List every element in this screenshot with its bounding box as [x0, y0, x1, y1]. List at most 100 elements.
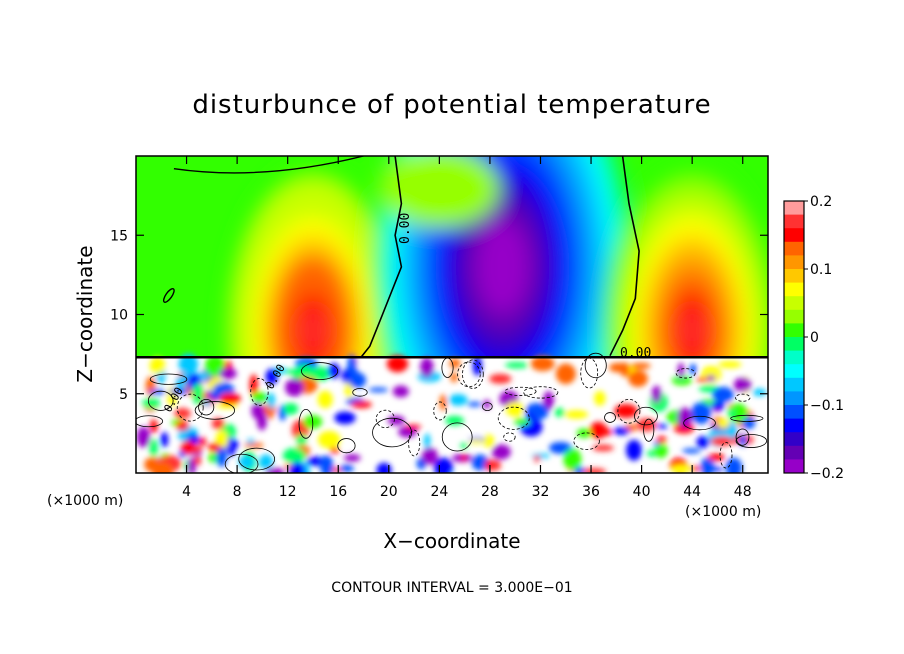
- x-tick-label: 8: [233, 484, 242, 500]
- turbulence-cell: [445, 415, 465, 426]
- turbulence-cell: [421, 447, 438, 465]
- colorbar: 0.2 0.1 0 −0.1 −0.2: [783, 194, 844, 482]
- contour-loop: [176, 393, 204, 422]
- contour-loop: [735, 434, 768, 448]
- turbulence-cell: [251, 392, 269, 403]
- x-tick-label: 40: [633, 484, 651, 500]
- contour-interval-note: CONTOUR INTERVAL = 3.000E−01: [331, 580, 572, 596]
- colorbar-tick-label: −0.2: [810, 466, 844, 482]
- y-axis: 5 10 15: [110, 228, 768, 403]
- turbulence-cell: [708, 453, 725, 462]
- colorbar-swatch: [784, 241, 804, 256]
- contour-loop: [149, 373, 188, 385]
- turbulence-cell: [404, 424, 422, 430]
- x-tick-label: 20: [380, 484, 398, 500]
- colorbar-swatch: [784, 201, 804, 216]
- contour-loop: [675, 368, 696, 379]
- turbulence-cell: [653, 441, 660, 447]
- turbulence-cell: [424, 433, 431, 450]
- turbulence-cell: [504, 362, 529, 369]
- turbulence-cell: [548, 441, 572, 454]
- turbulence-cell: [317, 390, 333, 409]
- turbulence-cell: [218, 368, 237, 380]
- turbulence-cell: [563, 448, 582, 470]
- turbulence-cell: [471, 454, 489, 471]
- turbulence-cell: [738, 434, 747, 447]
- turbulence-cell: [594, 390, 606, 406]
- turbulence-cell: [152, 461, 174, 473]
- turbulence-cell: [533, 455, 541, 462]
- contour-loop: [683, 415, 716, 431]
- colorbar-tick-label: −0.1: [810, 398, 844, 414]
- colorbar-swatch: [784, 309, 804, 324]
- contour-loop: [298, 408, 314, 439]
- turbulence-cell: [282, 369, 302, 375]
- contour-loop: [408, 429, 421, 457]
- turbulence-cell: [742, 416, 756, 430]
- turbulence-cell: [656, 423, 669, 429]
- turbulence-cell: [142, 397, 161, 409]
- x-tick-label: 28: [481, 484, 499, 500]
- turbulence-cell: [448, 394, 468, 406]
- turbulence-cell: [654, 443, 668, 459]
- turbulence-cell: [700, 457, 715, 473]
- contour-loop: [457, 361, 481, 388]
- turbulence-cell: [626, 439, 642, 461]
- contour-loop: [573, 432, 600, 450]
- turbulence-cell: [343, 454, 361, 462]
- contour-loop: [604, 412, 616, 423]
- colorbar-swatch: [784, 377, 804, 392]
- turbulence-cell: [194, 454, 202, 466]
- turbulence-cell: [320, 455, 334, 473]
- turbulence-cell: [530, 356, 555, 372]
- contour-loop: [634, 406, 658, 426]
- x-tick-label: 4: [182, 484, 191, 500]
- turbulence-cell: [265, 368, 279, 385]
- turbulence-cell: [467, 401, 482, 407]
- turbulence-cell: [178, 353, 199, 376]
- turbulence-cell: [339, 464, 355, 473]
- turbulence-cell: [244, 442, 264, 449]
- colorbar-tick-label: 0: [810, 330, 819, 346]
- turbulence-cell: [211, 417, 225, 430]
- turbulence-cell: [289, 461, 306, 473]
- turbulence-cell: [460, 454, 467, 462]
- x-tick-label: 16: [329, 484, 347, 500]
- contour-loop: [441, 422, 473, 452]
- contour-loop: [497, 406, 530, 430]
- contour-loop: [224, 453, 259, 473]
- x-axis: 4 8 12 16 20 24 28 32 36 40 44 48: [182, 156, 752, 500]
- zero-contour: [360, 156, 403, 358]
- turbulence-cell: [246, 438, 256, 444]
- turbulence-cell: [564, 410, 589, 419]
- colorbar-swatch: [784, 391, 804, 406]
- contour-loop: [482, 402, 493, 411]
- colorbar-swatch: [784, 255, 804, 270]
- colorbar-swatch: [784, 323, 804, 338]
- turbulence-cell: [334, 411, 356, 425]
- colorbar-swatch: [784, 405, 804, 420]
- turbulence-cell: [589, 421, 608, 439]
- turbulence-cell: [186, 457, 196, 473]
- turbulence-cell: [752, 388, 767, 397]
- chart-title: disturbunce of potential temperature: [192, 90, 711, 120]
- anomaly-band: [379, 156, 500, 228]
- y-tick-label: 15: [110, 228, 128, 244]
- turbulence-cell: [733, 377, 752, 392]
- turbulence-cell: [192, 383, 204, 405]
- turbulence-cell: [149, 438, 158, 458]
- turbulence-cell: [259, 454, 273, 470]
- colorbar-swatch: [784, 350, 804, 365]
- contour-loop: [441, 357, 454, 378]
- turbulence-cell: [449, 358, 461, 369]
- colorbar-swatch: [784, 337, 804, 352]
- colorbar-tick-label: 0.1: [810, 262, 832, 278]
- turbulence-cell: [725, 457, 743, 473]
- turbulence-cell: [472, 355, 482, 376]
- turbulence-cell: [317, 430, 341, 449]
- turbulence-cell: [351, 401, 372, 409]
- turbulence-cell: [433, 457, 453, 473]
- turbulence-cell: [689, 466, 702, 471]
- contour-loop: [730, 414, 764, 422]
- turbulence-cell: [656, 436, 667, 444]
